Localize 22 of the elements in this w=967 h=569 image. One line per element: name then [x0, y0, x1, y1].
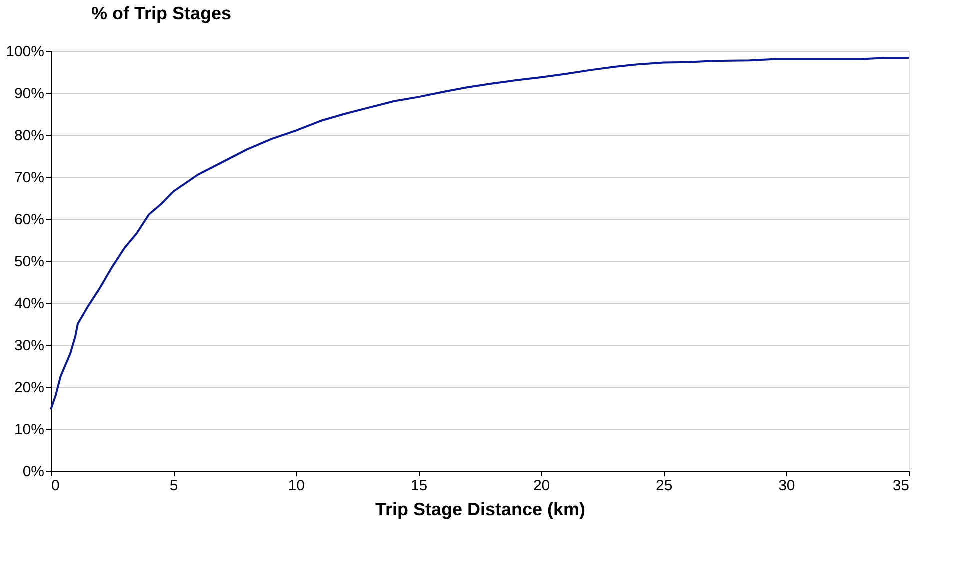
y-tick-label: 30% [14, 338, 44, 354]
y-tick-label: 40% [14, 296, 44, 312]
x-tick-label: 15 [410, 478, 428, 494]
x-tick-label: 35 [892, 478, 910, 494]
y-tick-label: 100% [6, 44, 44, 60]
y-axis-title: % of Trip Stages [91, 4, 232, 24]
x-tick-label: 25 [656, 478, 673, 494]
x-tick-label: 0 [52, 478, 60, 494]
y-tick-label: 80% [14, 128, 44, 144]
line-series [50, 57, 910, 411]
x-tick-label: 20 [533, 478, 550, 494]
x-tick-label: 30 [778, 478, 796, 494]
y-tick-label: 20% [14, 380, 44, 396]
x-axis-title: Trip Stage Distance (km) [375, 500, 586, 520]
x-tick-label: 5 [170, 478, 178, 494]
y-tick-label: 50% [14, 254, 44, 270]
x-tick-label: 10 [288, 478, 305, 494]
y-tick-label: 10% [14, 422, 44, 438]
y-tick-label: 0% [22, 464, 44, 480]
y-tick-label: 90% [14, 86, 44, 102]
y-tick-label: 70% [14, 170, 44, 186]
y-tick-label: 60% [14, 212, 44, 228]
